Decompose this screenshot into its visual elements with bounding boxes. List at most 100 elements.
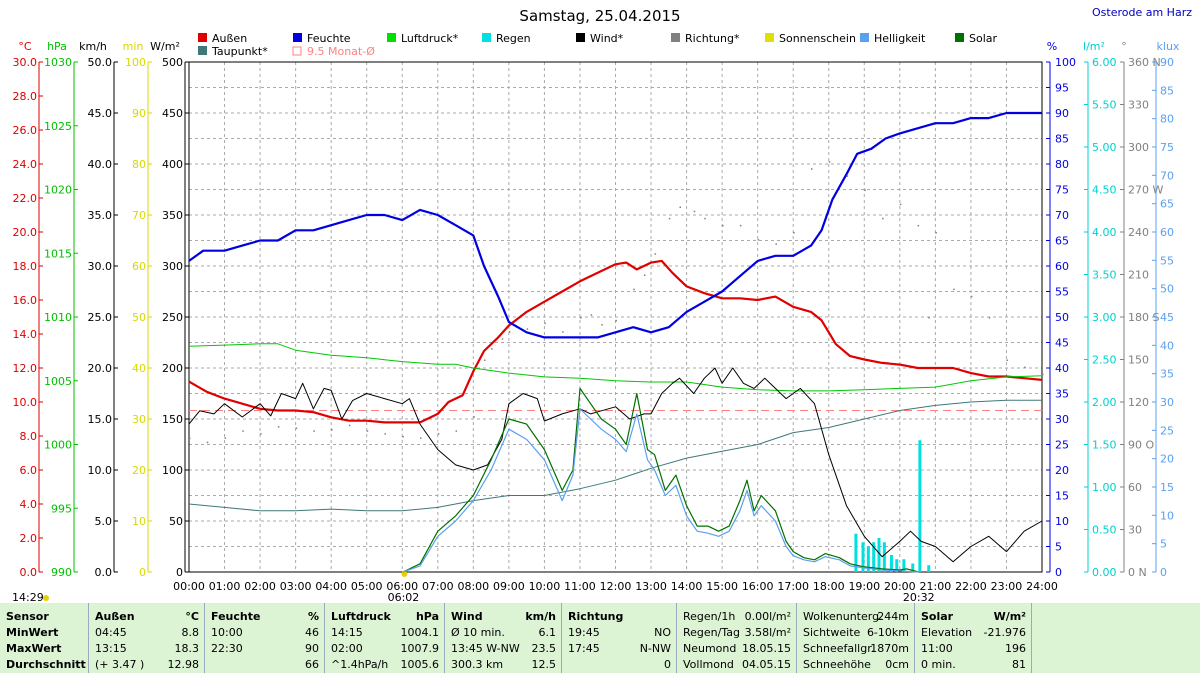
direction-point: [348, 424, 351, 427]
axis-pct-tick: 30: [1055, 413, 1069, 426]
stats-column: [0, 603, 89, 673]
legend-swatch-2: [387, 33, 396, 42]
axis-lm2-tick: 3.00: [1092, 311, 1117, 324]
axis-min-tick: 40: [132, 362, 146, 375]
x-tick-label: 04:00: [315, 580, 347, 593]
axis-pct-tick: 60: [1055, 260, 1069, 273]
axis-kmh-tick: 25.0: [88, 311, 113, 324]
axis-temp-tick: 26.0: [13, 124, 38, 137]
series-line-solar: [402, 387, 919, 573]
axis-deg-tick: 30: [1128, 524, 1142, 537]
axis-temp-tick: 4.0: [20, 498, 38, 511]
stats-cell-label: 13:15: [95, 642, 127, 655]
axis-wm2-tick: 100: [162, 464, 183, 477]
axis-klux-tick: 20: [1160, 453, 1174, 466]
rain-bar: [882, 542, 886, 572]
axis-klux-tick: 15: [1160, 481, 1174, 494]
axis-klux-tick: 35: [1160, 368, 1174, 381]
series-line-außen: [188, 259, 1043, 424]
legend-swatch-5: [671, 33, 680, 42]
axis-deg-tick: 210: [1128, 269, 1149, 282]
direction-point: [679, 206, 681, 208]
axis-pct-tick: 55: [1055, 286, 1069, 299]
stats-cell-label: Regen/1h: [683, 610, 736, 623]
stats-unit: %: [307, 610, 319, 623]
axis-hpa-tick: 1020: [44, 184, 72, 197]
axis-wm2-tick: 450: [162, 107, 183, 120]
legend-label-9: Taupunkt*: [211, 45, 268, 58]
stats-cell-value: 66: [305, 658, 319, 671]
x-tick-label: 17:00: [777, 580, 809, 593]
legend-label-2: Luftdruck*: [401, 32, 459, 45]
axis-temp-tick: 8.0: [20, 430, 38, 443]
axis-kmh-tick: 35.0: [88, 209, 113, 222]
axis-min-tick: 80: [132, 158, 146, 171]
legend-swatch-0: [198, 33, 207, 42]
direction-point: [793, 232, 795, 234]
axis-pct-tick: 0: [1055, 566, 1062, 579]
stats-cell-value: 18.3: [174, 642, 200, 655]
x-tick-label: 08:00: [457, 580, 489, 593]
rain-bar: [889, 555, 893, 572]
stats-cell-value: 244m: [877, 610, 909, 623]
axis-kmh-tick: 40.0: [88, 158, 113, 171]
axis-lm2-tick: 4.00: [1092, 226, 1117, 239]
stats-cell-value: 23.5: [531, 642, 557, 655]
stats-header: Solar: [921, 610, 954, 623]
axis-min-tick: 100: [125, 56, 146, 69]
direction-point: [601, 324, 603, 326]
stats-cell-value: 8.8: [181, 626, 200, 639]
axis-kmh-tick: 50.0: [88, 56, 113, 69]
axis-pct-tick: 95: [1055, 82, 1069, 95]
axis-min-tick: 90: [132, 107, 146, 120]
x-tick-label: 24:00: [1026, 580, 1058, 593]
stats-cell-label: 17:45: [568, 642, 600, 655]
stats-cell-label: MaxWert: [6, 642, 62, 655]
stats-cell-label: Sichtweite: [803, 626, 861, 639]
direction-point: [810, 168, 813, 170]
legend-swatch-4: [576, 33, 585, 42]
direction-point: [260, 433, 262, 435]
x-tick-label: 19:00: [848, 580, 880, 593]
axis-lm2-tick: 6.00: [1092, 56, 1117, 69]
axis-lm2-tick: 5.00: [1092, 141, 1117, 154]
axis-temp-tick: 12.0: [13, 362, 38, 375]
legend-swatch-8: [955, 33, 964, 42]
axis-lm2-tick: 3.50: [1092, 269, 1117, 282]
direction-point: [562, 331, 564, 333]
direction-point: [615, 319, 617, 322]
axis-wm2-tick: 400: [162, 158, 183, 171]
stats-column: [797, 603, 915, 673]
direction-point: [828, 161, 831, 163]
stats-cell-label: 14:15: [331, 626, 363, 639]
axis-deg-tick: 330: [1128, 99, 1149, 112]
stats-header: Sensor: [6, 610, 49, 623]
stats-cell-value: 1007.9: [400, 642, 440, 655]
stats-cell-label: Schneehöhe: [803, 658, 871, 671]
axis-pct-tick: 50: [1055, 311, 1069, 324]
direction-point: [846, 175, 849, 177]
direction-point: [455, 430, 458, 432]
x-tick-label: 07:00: [422, 580, 454, 593]
legend-label-6: Sonnenschein: [779, 32, 856, 45]
stats-cell-label: (+ 3.47 ): [95, 658, 145, 671]
axis-pct-tick: 15: [1055, 490, 1069, 503]
axis-kmh-tick: 5.0: [95, 515, 113, 528]
axis-pct-tick: 35: [1055, 388, 1069, 401]
rain-bar: [872, 542, 876, 572]
axis-pct-tick: 45: [1055, 337, 1069, 350]
axis-klux-tick: 55: [1160, 254, 1174, 267]
direction-point: [189, 437, 191, 439]
series-line-luftdruck: [188, 343, 1043, 392]
direction-point: [402, 436, 404, 438]
direction-point: [693, 210, 696, 213]
axis-klux-tick: 40: [1160, 339, 1174, 352]
axis-min-unit: min: [123, 40, 144, 53]
legend-swatch-3: [482, 33, 491, 42]
direction-point: [704, 217, 706, 220]
axis-lm2-tick: 2.00: [1092, 396, 1117, 409]
sunrise-marker: [401, 571, 408, 577]
axis-lm2-tick: 0.00: [1092, 566, 1117, 579]
axis-kmh-unit: km/h: [79, 40, 107, 53]
axis-deg-tick: 90 O: [1128, 439, 1154, 452]
